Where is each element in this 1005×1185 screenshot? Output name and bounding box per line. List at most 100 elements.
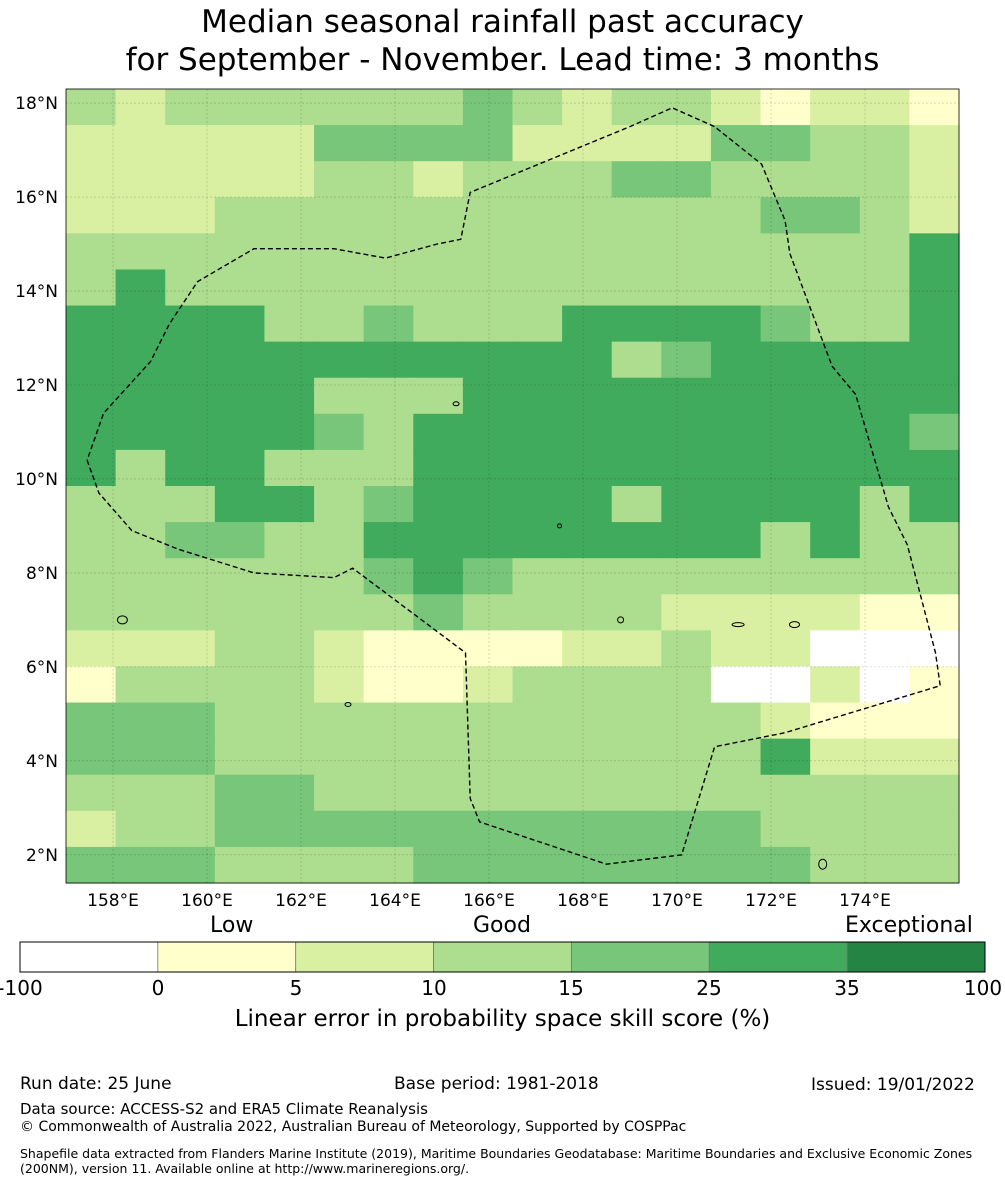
skill-cell bbox=[264, 702, 315, 740]
skill-cell bbox=[314, 341, 365, 379]
skill-cell bbox=[859, 630, 910, 668]
skill-cell bbox=[462, 522, 514, 559]
skill-cell bbox=[413, 125, 464, 162]
lat-label: 18°N bbox=[15, 94, 58, 114]
skill-cell bbox=[512, 522, 563, 559]
skill-cell bbox=[859, 449, 910, 487]
skill-cell bbox=[115, 305, 166, 343]
colorbar-tick: 5 bbox=[289, 976, 303, 1000]
skill-cell bbox=[661, 341, 712, 379]
skill-cell bbox=[710, 341, 762, 379]
skill-cell bbox=[710, 846, 762, 884]
skill-cell bbox=[710, 666, 762, 704]
skill-cell bbox=[909, 666, 960, 704]
skill-cell bbox=[214, 774, 266, 812]
skill-cell bbox=[810, 341, 861, 379]
skill-cell bbox=[710, 197, 762, 234]
skill-cell bbox=[214, 197, 266, 234]
skill-cell bbox=[413, 594, 464, 631]
skill-cell bbox=[264, 125, 315, 162]
skill-cell bbox=[214, 486, 266, 523]
skill-cell bbox=[363, 197, 414, 234]
skill-cell bbox=[562, 810, 613, 848]
skill-cell bbox=[760, 233, 811, 271]
skill-cell bbox=[413, 161, 464, 198]
skill-cell bbox=[562, 738, 613, 776]
skill-cell bbox=[760, 738, 811, 776]
skill-cell bbox=[363, 377, 414, 415]
skill-cell bbox=[859, 125, 910, 162]
skill-cell bbox=[562, 125, 613, 162]
lon-label: 170°E bbox=[651, 891, 703, 911]
shapefile-note: Shapefile data extracted from Flanders M… bbox=[20, 1146, 973, 1176]
skill-cell bbox=[909, 377, 960, 415]
skill-cell bbox=[710, 522, 762, 559]
skill-cell bbox=[859, 89, 910, 126]
colorbar-tick: 0 bbox=[151, 976, 165, 1000]
island-outline bbox=[617, 616, 625, 624]
skill-cell bbox=[909, 449, 960, 487]
skill-cell bbox=[859, 738, 910, 776]
skill-cell bbox=[661, 125, 712, 162]
skill-cell bbox=[413, 666, 464, 704]
skill-cell bbox=[264, 197, 315, 234]
skill-cell bbox=[810, 738, 861, 776]
skill-cell bbox=[462, 161, 514, 198]
lon-label: 172°E bbox=[745, 891, 797, 911]
lat-label: 2°N bbox=[26, 846, 58, 866]
skill-cell bbox=[909, 269, 960, 307]
skill-cell bbox=[165, 269, 216, 307]
skill-cell bbox=[512, 774, 563, 812]
skill-cell bbox=[859, 161, 910, 198]
skill-cell bbox=[66, 594, 117, 631]
skill-cell bbox=[66, 666, 117, 704]
skill-cell bbox=[512, 413, 563, 451]
skill-cell bbox=[810, 666, 861, 704]
skill-cell bbox=[462, 89, 514, 126]
skill-cell bbox=[115, 810, 166, 848]
skill-cell bbox=[661, 738, 712, 776]
skill-cell bbox=[710, 161, 762, 198]
skill-cell bbox=[512, 377, 563, 415]
skill-cell bbox=[810, 269, 861, 307]
skill-cell bbox=[810, 558, 861, 595]
skill-cell bbox=[562, 305, 613, 343]
skill-cell bbox=[710, 449, 762, 487]
latitude-labels: 18°N 16°N 14°N 12°N 10°N 8°N 6°N 4°N 2°N bbox=[15, 94, 58, 866]
skill-cell bbox=[859, 666, 910, 704]
skill-cell bbox=[214, 269, 266, 307]
skill-cell bbox=[810, 810, 861, 848]
skill-cell bbox=[661, 594, 712, 631]
skill-cell bbox=[512, 89, 563, 126]
skill-cell bbox=[710, 377, 762, 415]
skill-cell bbox=[710, 305, 762, 343]
skill-cell bbox=[462, 449, 514, 487]
skill-cell bbox=[810, 233, 861, 271]
skill-cell bbox=[661, 89, 712, 126]
skill-cell bbox=[562, 630, 613, 668]
skill-cell bbox=[462, 702, 514, 740]
skill-cell bbox=[562, 486, 613, 523]
skill-cell bbox=[909, 197, 960, 234]
skill-cell bbox=[363, 486, 414, 523]
skill-cell bbox=[512, 233, 563, 271]
skill-cell bbox=[611, 413, 662, 451]
skill-cell bbox=[710, 594, 762, 631]
skill-cell bbox=[413, 377, 464, 415]
skill-cell bbox=[413, 197, 464, 234]
skill-cell bbox=[314, 666, 365, 704]
skill-cell bbox=[512, 666, 563, 704]
run-date: Run date: 25 June bbox=[20, 1074, 172, 1094]
skill-cell bbox=[611, 305, 662, 343]
skill-cell bbox=[115, 161, 166, 198]
island-outline bbox=[557, 523, 562, 529]
skill-cell bbox=[413, 810, 464, 848]
skill-cell bbox=[661, 269, 712, 307]
skill-cell bbox=[264, 89, 315, 126]
skill-cell bbox=[810, 305, 861, 343]
skill-cell bbox=[661, 522, 712, 559]
skill-cell bbox=[66, 558, 117, 595]
skill-cell bbox=[66, 125, 117, 162]
skill-cell bbox=[66, 305, 117, 343]
